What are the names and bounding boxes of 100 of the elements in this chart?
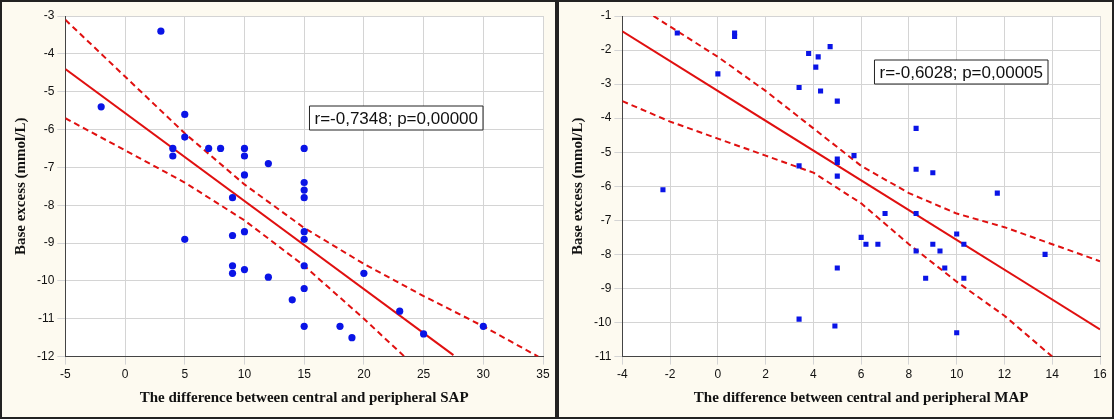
point — [851, 153, 857, 159]
point — [834, 265, 840, 271]
point — [169, 152, 177, 160]
point — [288, 296, 296, 304]
point — [875, 241, 881, 247]
y-tick-label: -4 — [43, 46, 55, 61]
point — [300, 194, 308, 202]
point — [796, 316, 802, 322]
y-tick-label: -11 — [594, 348, 612, 363]
point — [360, 269, 368, 277]
point — [806, 50, 812, 57]
y-tick-label: -6 — [600, 178, 612, 193]
y-tick-label: -9 — [600, 280, 612, 295]
point — [300, 144, 308, 153]
point — [1042, 251, 1048, 257]
point — [181, 133, 189, 141]
x-tick-label: 16 — [1093, 367, 1107, 382]
y-tick-label: -3 — [43, 8, 55, 23]
point — [913, 166, 919, 172]
point — [913, 248, 919, 254]
annotation: r=-0,7348; p=0,00000 — [314, 108, 479, 128]
point — [913, 125, 919, 131]
point — [228, 194, 237, 202]
point — [300, 235, 308, 243]
x-tick-label: 20 — [357, 367, 371, 382]
point — [157, 27, 165, 35]
point — [863, 241, 869, 247]
point — [818, 88, 824, 94]
y-tick-label: -12 — [37, 348, 55, 363]
y-axis-title: Base excess (mmol/L) — [11, 117, 29, 256]
point — [796, 84, 802, 91]
point — [942, 265, 948, 271]
point — [205, 144, 213, 153]
point — [216, 144, 225, 153]
x-tick-label: 0 — [121, 367, 129, 382]
annotation: r=-0,6028; p=0,00005 — [879, 62, 1044, 82]
point — [796, 163, 802, 169]
y-tick-label: -7 — [43, 159, 55, 174]
point — [228, 262, 237, 270]
y-tick-label: -7 — [600, 212, 612, 227]
point — [834, 98, 840, 104]
point — [858, 234, 864, 240]
y-tick-label: -9 — [43, 235, 55, 250]
point — [240, 265, 249, 274]
y-tick-label: -5 — [43, 84, 55, 98]
point — [264, 273, 272, 281]
point — [815, 54, 821, 60]
y-tick-label: -10 — [37, 273, 55, 288]
point — [419, 330, 428, 338]
point — [813, 64, 819, 70]
point — [479, 322, 487, 330]
point — [300, 228, 308, 236]
point — [954, 330, 960, 336]
point — [240, 228, 249, 236]
point — [961, 241, 967, 247]
y-tick-label: -10 — [594, 314, 612, 329]
y-tick-label: -11 — [37, 311, 55, 326]
point — [715, 71, 721, 77]
y-tick-label: -1 — [600, 8, 612, 23]
point — [97, 103, 105, 111]
point — [348, 334, 356, 342]
x-tick-label: 15 — [297, 367, 312, 382]
point — [300, 262, 308, 270]
x-tick-label: 25 — [416, 367, 431, 382]
point — [930, 170, 936, 176]
point — [827, 44, 833, 50]
point — [832, 323, 838, 329]
x-axis-title: The difference between central and peripheral MAP — [693, 388, 1029, 405]
x-axis-title: The difference between central and peripheral SAP — [139, 388, 469, 405]
point — [994, 190, 1000, 196]
point — [300, 322, 308, 330]
point — [674, 30, 680, 36]
x-tick-label: 30 — [476, 367, 491, 382]
point — [930, 241, 936, 247]
x-tick-label: -5 — [60, 367, 71, 382]
point — [240, 152, 249, 160]
point — [882, 211, 888, 217]
y-tick-label: -3 — [600, 76, 612, 91]
point — [396, 307, 404, 315]
y-tick-label: -8 — [43, 197, 55, 212]
x-tick-label: 5 — [181, 367, 189, 382]
line-series — [652, 16, 1100, 263]
y-tick-label: -4 — [600, 110, 612, 125]
x-tick-label: -2 — [664, 367, 676, 382]
point — [834, 173, 840, 179]
point — [913, 211, 919, 217]
x-tick-label: 10 — [237, 367, 252, 382]
x-tick-label: -4 — [617, 367, 628, 382]
x-tick-label: 4 — [810, 367, 818, 382]
y-tick-label: -2 — [600, 42, 612, 57]
x-tick-label: 6 — [857, 367, 865, 382]
point — [961, 275, 967, 281]
point — [660, 187, 666, 193]
point — [240, 171, 249, 179]
point — [240, 144, 249, 153]
x-tick-label: 35 — [536, 367, 550, 382]
point — [181, 235, 189, 243]
y-axis-title: Base excess (mmol/L) — [568, 117, 586, 256]
x-tick-label: 2 — [762, 367, 770, 382]
point — [954, 231, 960, 237]
